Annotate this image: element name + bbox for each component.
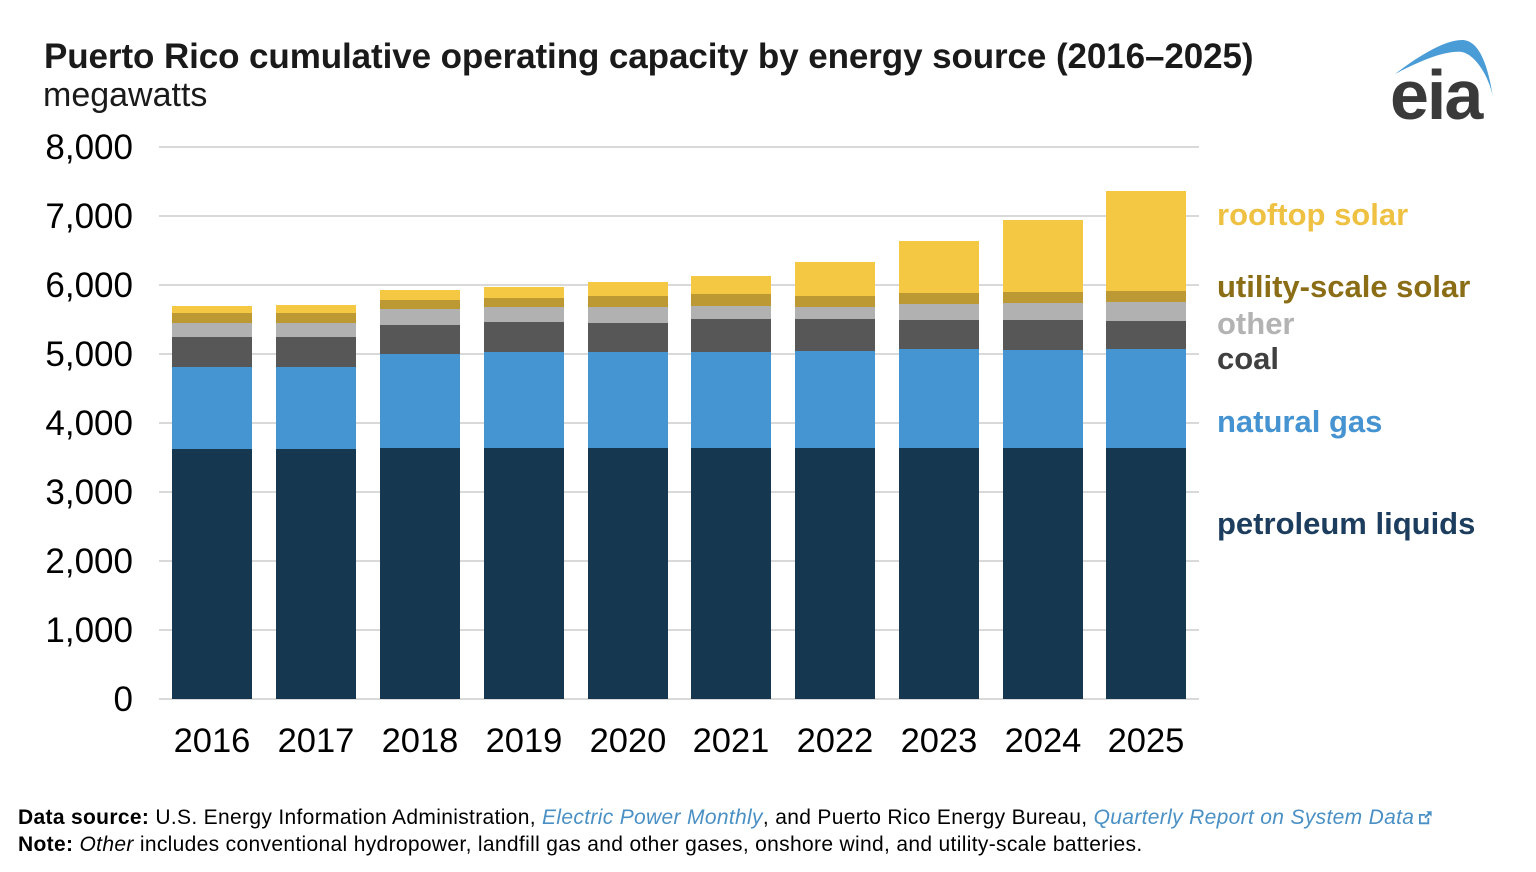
svg-text:eia: eia — [1390, 56, 1484, 130]
